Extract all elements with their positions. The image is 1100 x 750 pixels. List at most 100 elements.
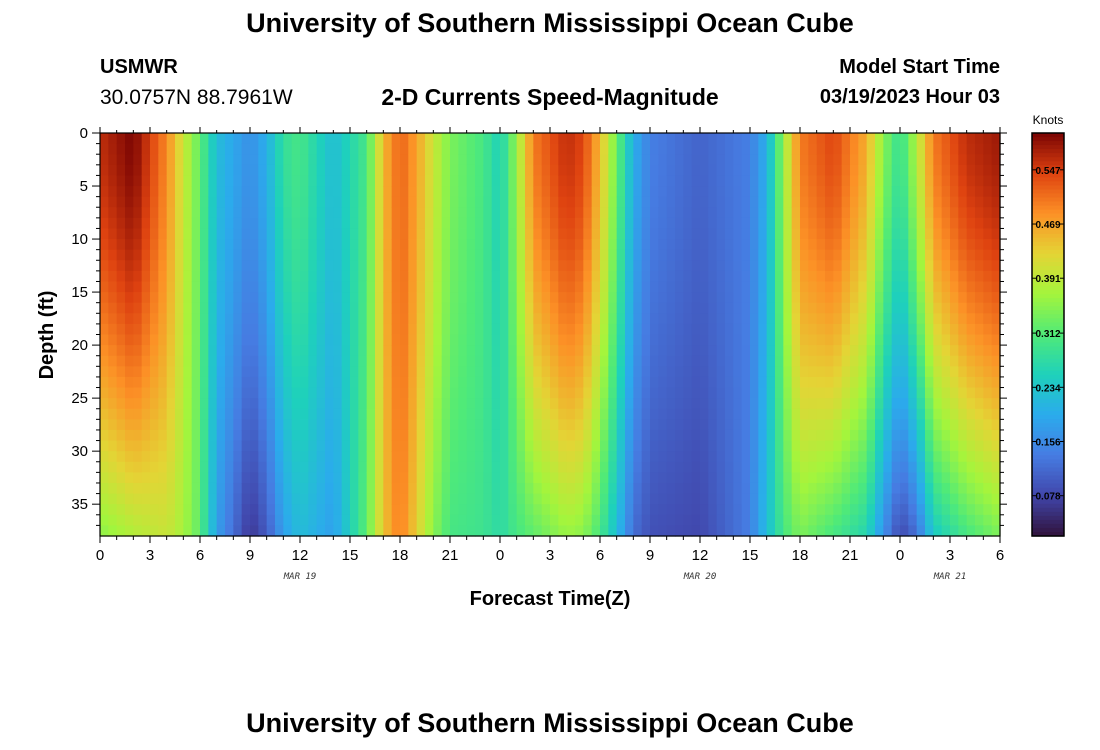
heatmap-cell — [608, 154, 618, 166]
heatmap-cell — [241, 164, 251, 177]
heatmap-cell — [791, 451, 801, 463]
heatmap-cell — [800, 154, 809, 166]
colorbar-segment — [1032, 503, 1064, 509]
heatmap-cell — [525, 461, 534, 473]
heatmap-cell — [983, 514, 993, 526]
heatmap-cell — [875, 133, 884, 145]
heatmap-cell — [183, 217, 193, 230]
heatmap-cell — [991, 461, 1001, 473]
heatmap-cell — [533, 366, 543, 378]
heatmap-cell — [933, 482, 943, 495]
heatmap-cell — [108, 143, 118, 155]
heatmap-cell — [716, 493, 726, 505]
heatmap-cell — [100, 525, 109, 537]
heatmap-cell — [850, 398, 859, 410]
heatmap-cell — [575, 207, 584, 219]
heatmap-cell — [225, 292, 234, 304]
heatmap-cell — [641, 461, 651, 473]
heatmap-cell — [191, 175, 201, 187]
heatmap-cell — [308, 451, 318, 463]
heatmap-cell — [883, 207, 893, 219]
heatmap-cell — [775, 419, 784, 431]
heatmap-cell — [341, 228, 351, 240]
heatmap-cell — [150, 281, 159, 293]
heatmap-cell — [950, 281, 959, 293]
heatmap-cell — [541, 376, 551, 389]
heatmap-cell — [966, 525, 976, 537]
heatmap-cell — [708, 461, 718, 473]
heatmap-cell — [491, 313, 501, 325]
heatmap-cell — [875, 493, 884, 505]
heatmap-cell — [858, 249, 868, 261]
heatmap-cell — [716, 376, 726, 389]
heatmap-cell — [191, 408, 201, 420]
heatmap-cell — [308, 281, 318, 293]
heatmap-cell — [650, 419, 659, 431]
heatmap-cell — [341, 302, 351, 314]
heatmap-cell — [758, 154, 768, 166]
heatmap-cell — [500, 376, 509, 389]
heatmap-cell — [900, 164, 909, 177]
heatmap-cell — [191, 504, 201, 516]
heatmap-cell — [566, 408, 576, 420]
heatmap-cell — [108, 525, 118, 537]
heatmap-cell — [450, 472, 459, 484]
heatmap-cell — [208, 472, 218, 484]
heatmap-cell — [575, 239, 584, 251]
heatmap-cell — [116, 239, 126, 251]
heatmap-cell — [958, 387, 968, 399]
heatmap-cell — [908, 376, 918, 389]
heatmap-cell — [991, 302, 1001, 314]
heatmap-cell — [433, 133, 443, 145]
heatmap-cell — [566, 249, 576, 261]
heatmap-cell — [141, 366, 151, 378]
colorbar-segment — [1032, 334, 1064, 340]
heatmap-cell — [408, 260, 418, 272]
heatmap-cell — [966, 228, 976, 240]
heatmap-cell — [733, 239, 743, 251]
heatmap-cell — [883, 175, 893, 187]
heatmap-cell — [975, 472, 984, 484]
heatmap-cell — [925, 334, 934, 346]
colorbar-segment — [1032, 471, 1064, 477]
heatmap-cell — [208, 228, 218, 240]
heatmap-cell — [766, 398, 776, 410]
heatmap-cell — [500, 249, 509, 261]
heatmap-cell — [341, 323, 351, 336]
colorbar-segment — [1032, 455, 1064, 461]
heatmap-cell — [191, 472, 201, 484]
heatmap-cell — [200, 270, 209, 283]
heatmap-cell — [266, 175, 276, 187]
heatmap-cell — [458, 387, 468, 399]
heatmap-cell — [875, 207, 884, 219]
heatmap-cell — [258, 355, 268, 367]
heatmap-cell — [725, 270, 734, 283]
heatmap-cell — [916, 376, 926, 389]
heatmap-cell — [950, 451, 959, 463]
heatmap-cell — [608, 292, 618, 304]
colorbar-segment — [1032, 161, 1064, 166]
heatmap-cell — [158, 493, 168, 505]
heatmap-cell — [816, 239, 826, 251]
heatmap-cell — [316, 186, 326, 198]
heatmap-cell — [683, 154, 693, 166]
heatmap-cell — [425, 482, 434, 495]
heatmap-cell — [966, 292, 976, 304]
heatmap-cell — [591, 292, 601, 304]
heatmap-cell — [533, 207, 543, 219]
heatmap-cell — [308, 376, 318, 389]
heatmap-cell — [141, 440, 151, 452]
heatmap-cell — [100, 133, 109, 145]
heatmap-cell — [541, 239, 551, 251]
heatmap-cell — [983, 186, 993, 198]
heatmap-cell — [425, 387, 434, 399]
heatmap-cell — [950, 482, 959, 495]
heatmap-cell — [983, 334, 993, 346]
heatmap-cell — [316, 207, 326, 219]
heatmap-cell — [925, 260, 934, 272]
heatmap-cell — [991, 133, 1001, 145]
heatmap-cell — [733, 525, 743, 537]
heatmap-cell — [816, 429, 826, 442]
heatmap-cell — [308, 387, 318, 399]
heatmap-cell — [558, 451, 568, 463]
